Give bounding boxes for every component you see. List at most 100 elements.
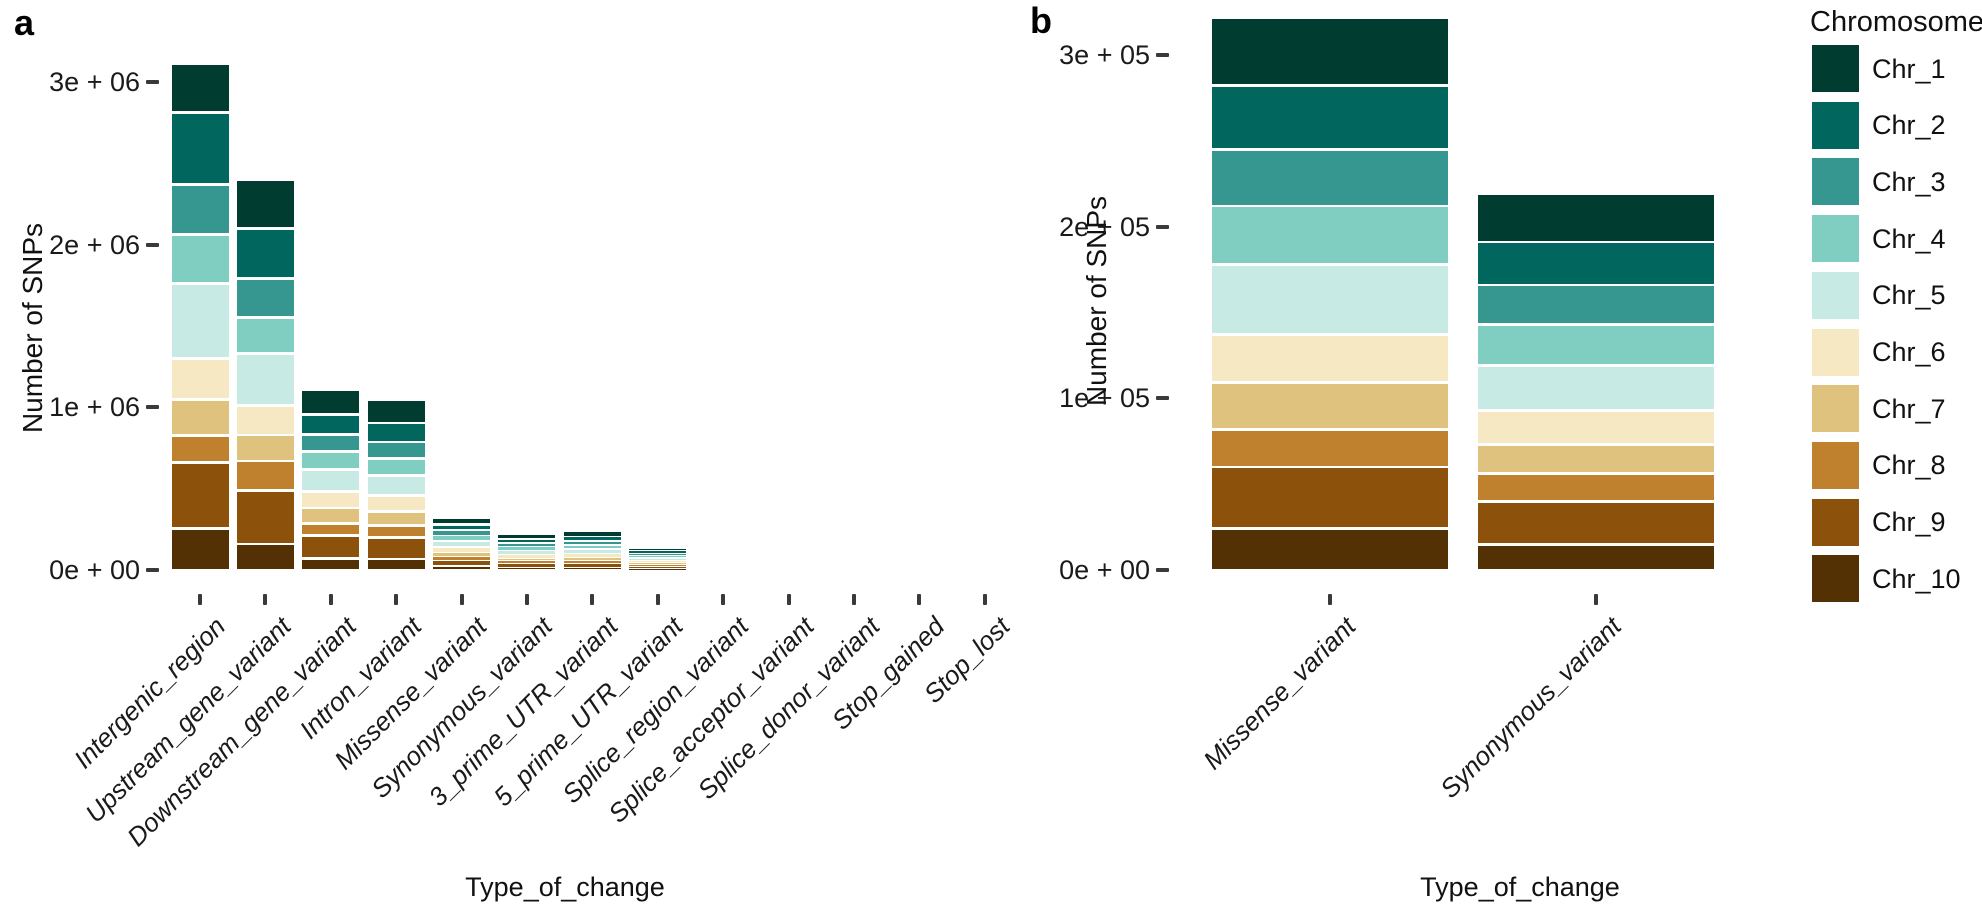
bar-segment-chr_10 bbox=[1478, 545, 1714, 569]
panel-a-letter: a bbox=[14, 2, 35, 43]
x-tick-label: Synonymous_variant bbox=[1434, 611, 1628, 804]
y-tick-label: 2e + 06 bbox=[49, 229, 140, 260]
legend-swatch-chr_3 bbox=[1812, 158, 1859, 206]
legend-title: Chromosome bbox=[1810, 6, 1982, 38]
bar-segment-chr_5 bbox=[236, 355, 294, 405]
bar-segment-chr_9 bbox=[1212, 468, 1448, 528]
bar-segment-chr_1 bbox=[302, 390, 360, 414]
bar-segment-chr_9 bbox=[629, 566, 687, 568]
bar-segment-chr_7 bbox=[236, 436, 294, 460]
x-tick-mark bbox=[263, 594, 268, 605]
bar-segment-chr_4 bbox=[629, 556, 687, 558]
bar-segment-chr_8 bbox=[433, 557, 490, 560]
bar-segment-chr_7 bbox=[171, 400, 229, 435]
legend-swatch-chr_8 bbox=[1812, 441, 1859, 489]
x-tick-mark bbox=[198, 594, 202, 605]
bar-segment-chr_9 bbox=[498, 564, 556, 567]
bar-segment-chr_8 bbox=[236, 462, 294, 489]
bar-segment-chr_9 bbox=[367, 539, 425, 558]
bar-segment-chr_1 bbox=[171, 65, 229, 112]
bar-segment-chr_6 bbox=[1212, 336, 1448, 382]
bar-segment-chr_4 bbox=[1212, 207, 1448, 263]
bar-segment-chr_10 bbox=[433, 566, 490, 570]
bar-segment-chr_1 bbox=[236, 180, 294, 227]
panel-b-x-axis-title: Type_of_change bbox=[1420, 872, 1620, 902]
y-tick-mark bbox=[146, 242, 159, 247]
bar-segment-chr_10 bbox=[498, 568, 556, 570]
bar-segment-chr_7 bbox=[302, 509, 360, 522]
bar-segment-chr_4 bbox=[302, 453, 360, 469]
bar-segment-chr_7 bbox=[433, 552, 490, 557]
bar-segment-chr_8 bbox=[1478, 475, 1714, 500]
y-tick-mark bbox=[146, 79, 159, 84]
y-tick-mark bbox=[1156, 52, 1169, 57]
bar-segment-chr_8 bbox=[367, 527, 425, 537]
legend-label-chr_6: Chr_6 bbox=[1872, 337, 1946, 367]
legend-swatch-chr_2 bbox=[1812, 101, 1859, 149]
bar-segment-chr_4 bbox=[563, 545, 621, 549]
x-tick-mark bbox=[328, 594, 333, 605]
bar-segment-chr_5 bbox=[302, 471, 360, 490]
bar-segment-chr_3 bbox=[1212, 150, 1448, 205]
bar-segment-chr_6 bbox=[433, 548, 490, 552]
y-tick-mark bbox=[1156, 568, 1169, 572]
bar-segment-chr_3 bbox=[171, 185, 229, 234]
legend-label-chr_4: Chr_4 bbox=[1872, 223, 1946, 254]
bar-segment-chr_1 bbox=[498, 534, 556, 539]
legend-label-chr_3: Chr_3 bbox=[1872, 166, 1946, 197]
bar-segment-chr_3 bbox=[498, 543, 556, 547]
legend-label-chr_2: Chr_2 bbox=[1872, 110, 1946, 141]
bar-segment-chr_6 bbox=[171, 359, 229, 398]
bar-segment-chr_10 bbox=[1212, 530, 1448, 569]
bar-segment-chr_3 bbox=[1478, 286, 1714, 324]
bar-segment-chr_7 bbox=[1478, 446, 1714, 473]
bar-segment-chr_2 bbox=[1212, 87, 1448, 148]
bar-segment-chr_6 bbox=[498, 555, 556, 558]
legend-swatch-chr_1 bbox=[1812, 45, 1859, 92]
x-tick-mark bbox=[1328, 594, 1332, 605]
bar-segment-chr_1 bbox=[367, 400, 425, 422]
legend-label-chr_8: Chr_8 bbox=[1872, 450, 1946, 481]
bar-segment-chr_8 bbox=[498, 561, 556, 563]
bar-segment-chr_3 bbox=[236, 280, 294, 317]
legend-label-chr_9: Chr_9 bbox=[1872, 507, 1946, 538]
bar-segment-chr_9 bbox=[236, 491, 294, 543]
bar-segment-chr_10 bbox=[236, 545, 294, 569]
x-tick-mark bbox=[394, 594, 399, 605]
y-tick-label: 3e + 05 bbox=[1059, 39, 1150, 70]
bar-segment-chr_1 bbox=[563, 532, 621, 537]
bar-segment-chr_1 bbox=[1212, 19, 1448, 85]
bar-segment-chr_8 bbox=[629, 564, 687, 566]
bar-segment-chr_7 bbox=[629, 563, 687, 564]
y-tick-label: 1e + 05 bbox=[1059, 383, 1150, 414]
x-tick-mark bbox=[524, 594, 529, 605]
y-tick-mark bbox=[1156, 396, 1169, 401]
bar-segment-chr_2 bbox=[1478, 243, 1714, 284]
bar-segment-chr_7 bbox=[498, 558, 556, 561]
x-tick-mark bbox=[590, 594, 595, 605]
bar-segment-chr_10 bbox=[171, 529, 229, 569]
x-tick-mark bbox=[655, 594, 660, 605]
bar-segment-chr_5 bbox=[629, 558, 687, 560]
bar-segment-chr_8 bbox=[1212, 430, 1448, 466]
bar-segment-chr_7 bbox=[1212, 384, 1448, 428]
legend-label-chr_7: Chr_7 bbox=[1872, 393, 1946, 424]
bar-segment-chr_5 bbox=[171, 285, 229, 358]
panel-a-y-axis-title: Number of SNPs bbox=[17, 222, 48, 434]
bar-segment-chr_8 bbox=[302, 524, 360, 535]
x-tick-label: Missense_variant bbox=[1196, 611, 1362, 776]
x-tick-mark bbox=[786, 594, 791, 605]
legend-swatch-chr_9 bbox=[1812, 498, 1859, 546]
bar-segment-chr_9 bbox=[302, 537, 360, 557]
bar-segment-chr_4 bbox=[171, 236, 229, 283]
x-tick-mark bbox=[1594, 594, 1598, 605]
bar-segment-chr_1 bbox=[629, 548, 687, 551]
legend-label-chr_10: Chr_10 bbox=[1872, 563, 1961, 594]
bar-segment-chr_5 bbox=[498, 551, 556, 555]
bar-segment-chr_3 bbox=[433, 530, 490, 535]
x-tick-mark bbox=[917, 594, 922, 605]
bar-segment-chr_6 bbox=[236, 407, 294, 434]
bar-segment-chr_8 bbox=[171, 437, 229, 462]
bar-segment-chr_6 bbox=[563, 554, 621, 557]
